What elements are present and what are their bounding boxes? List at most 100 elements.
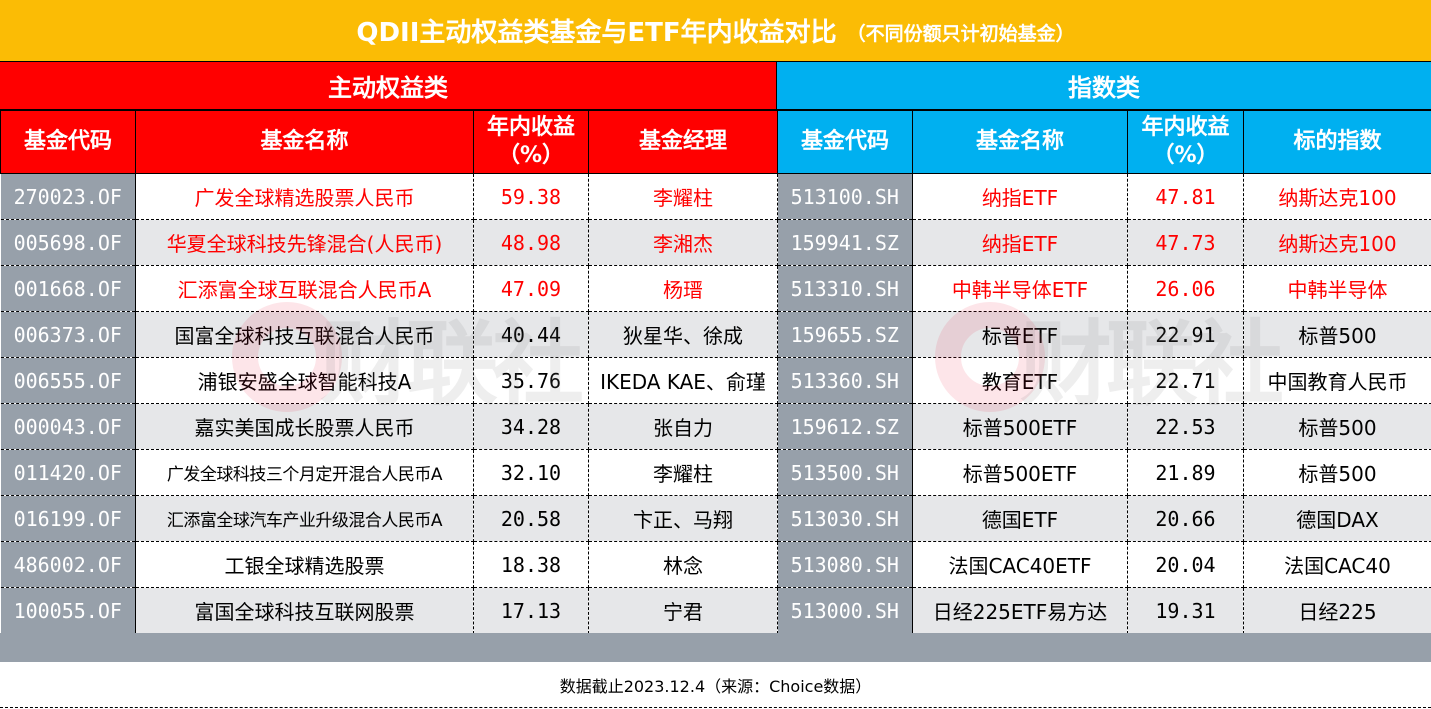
fund-name-cell: 纳指ETF — [912, 219, 1128, 266]
column-header-return-line2: （%） — [1152, 143, 1219, 168]
table-row: 159655.SZ 标普ETF 22.91 标普500 — [777, 311, 1431, 358]
fund-code-cell: 513310.SH — [777, 265, 913, 312]
fund-manager-cell: IKEDA KAE、俞瑾 — [588, 357, 778, 404]
fund-manager-cell: 卞正、马翔 — [588, 495, 778, 542]
ytd-return-cell: 26.06 — [1127, 265, 1244, 312]
table-row: 513360.SH 教育ETF 22.71 中国教育人民币 — [777, 357, 1431, 404]
underlying-index-cell: 标普500 — [1243, 449, 1431, 496]
fund-manager-cell: 林念 — [588, 541, 778, 588]
fund-name-cell: 中韩半导体ETF — [912, 265, 1128, 312]
table-row: 513500.SH 标普500ETF 21.89 标普500 — [777, 449, 1431, 496]
table-row: 159612.SZ 标普500ETF 22.53 标普500 — [777, 403, 1431, 450]
table-row: 006373.OF 国富全球科技互联混合人民币 40.44 狄星华、徐成 — [0, 311, 778, 358]
section-header-index-funds: 指数类 — [777, 62, 1431, 110]
table-row: 513100.SH 纳指ETF 47.81 纳斯达克100 — [777, 173, 1431, 220]
active-equity-table: 基金代码 基金名称 年内收益 （%） 基金经理 270023.OF 广发全球精选股… — [0, 110, 778, 634]
section-header-active-equity: 主动权益类 — [0, 62, 777, 110]
ytd-return-cell: 22.71 — [1127, 357, 1244, 404]
fund-name-cell: 汇添富全球汽车产业升级混合人民币A — [135, 495, 474, 542]
fund-code-cell: 513500.SH — [777, 449, 913, 496]
column-header-return: 年内收益 （%） — [1127, 110, 1244, 174]
fund-name-cell: 日经225ETF易方达 — [912, 587, 1128, 634]
ytd-return-cell: 40.44 — [473, 311, 589, 358]
fund-code-cell: 016199.OF — [0, 495, 136, 542]
ytd-return-cell: 35.76 — [473, 357, 589, 404]
fund-code-cell: 001668.OF — [0, 265, 136, 312]
ytd-return-cell: 47.09 — [473, 265, 589, 312]
active-equity-header-row: 基金代码 基金名称 年内收益 （%） 基金经理 — [0, 110, 778, 174]
column-header-return-line2: （%） — [497, 143, 565, 168]
fund-name-cell: 汇添富全球互联混合人民币A — [135, 265, 474, 312]
fund-code-cell: 513360.SH — [777, 357, 913, 404]
column-header-code: 基金代码 — [777, 110, 913, 174]
title-subtitle: （不同份额只计初始基金） — [846, 23, 1075, 45]
fund-code-cell: 005698.OF — [0, 219, 136, 266]
fund-code-cell: 159941.SZ — [777, 219, 913, 266]
fund-name-cell: 广发全球精选股票人民币 — [135, 173, 474, 220]
column-header-name: 基金名称 — [135, 110, 474, 174]
fund-manager-cell: 李耀柱 — [588, 173, 778, 220]
fund-code-cell: 513000.SH — [777, 587, 913, 634]
title-main: QDII主动权益类基金与ETF年内收益对比 — [356, 18, 837, 48]
table-row: 005698.OF 华夏全球科技先锋混合(人民币) 48.98 李湘杰 — [0, 219, 778, 266]
underlying-index-cell: 日经225 — [1243, 587, 1431, 634]
fund-manager-cell: 杨瑨 — [588, 265, 778, 312]
data-source-note: 数据截止2023.12.4（来源：Choice数据） — [0, 662, 1431, 708]
fund-name-cell: 嘉实美国成长股票人民币 — [135, 403, 474, 450]
column-header-return-line1: 年内收益 — [1141, 115, 1230, 140]
fund-code-cell: 270023.OF — [0, 173, 136, 220]
index-funds-table: 基金代码 基金名称 年内收益 （%） 标的指数 513100.SH 纳指ETF 47… — [777, 110, 1431, 634]
fund-name-cell: 广发全球科技三个月定开混合人民币A — [135, 449, 474, 496]
fund-manager-cell: 狄星华、徐成 — [588, 311, 778, 358]
fund-code-cell: 011420.OF — [0, 449, 136, 496]
table-row: 513310.SH 中韩半导体ETF 26.06 中韩半导体 — [777, 265, 1431, 312]
fund-code-cell: 513080.SH — [777, 541, 913, 588]
underlying-index-cell: 标普500 — [1243, 311, 1431, 358]
table-row: 006555.OF 浦银安盛全球智能科技A 35.76 IKEDA KAE、俞瑾 — [0, 357, 778, 404]
ytd-return-cell: 18.38 — [473, 541, 589, 588]
fund-manager-cell: 张自力 — [588, 403, 778, 450]
ytd-return-cell: 19.31 — [1127, 587, 1244, 634]
table-bottom-band — [0, 633, 1431, 662]
table-row: 000043.OF 嘉实美国成长股票人民币 34.28 张自力 — [0, 403, 778, 450]
fund-name-cell: 教育ETF — [912, 357, 1128, 404]
underlying-index-cell: 德国DAX — [1243, 495, 1431, 542]
ytd-return-cell: 48.98 — [473, 219, 589, 266]
column-header-name: 基金名称 — [912, 110, 1128, 174]
table-row: 100055.OF 富国全球科技互联网股票 17.13 宁君 — [0, 587, 778, 634]
underlying-index-cell: 中韩半导体 — [1243, 265, 1431, 312]
index-funds-header-row: 基金代码 基金名称 年内收益 （%） 标的指数 — [777, 110, 1431, 174]
ytd-return-cell: 59.38 — [473, 173, 589, 220]
table-row: 001668.OF 汇添富全球互联混合人民币A 47.09 杨瑨 — [0, 265, 778, 312]
ytd-return-cell: 32.10 — [473, 449, 589, 496]
fund-code-cell: 513030.SH — [777, 495, 913, 542]
fund-name-cell: 纳指ETF — [912, 173, 1128, 220]
table-row: 011420.OF 广发全球科技三个月定开混合人民币A 32.10 李耀柱 — [0, 449, 778, 496]
fund-code-cell: 006555.OF — [0, 357, 136, 404]
underlying-index-cell: 纳斯达克100 — [1243, 219, 1431, 266]
underlying-index-cell: 法国CAC40 — [1243, 541, 1431, 588]
fund-manager-cell: 李湘杰 — [588, 219, 778, 266]
table-title: QDII主动权益类基金与ETF年内收益对比 （不同份额只计初始基金） — [0, 0, 1431, 62]
column-header-return: 年内收益 （%） — [473, 110, 589, 174]
ytd-return-cell: 34.28 — [473, 403, 589, 450]
fund-name-cell: 法国CAC40ETF — [912, 541, 1128, 588]
underlying-index-cell: 纳斯达克100 — [1243, 173, 1431, 220]
table-row: 486002.OF 工银全球精选股票 18.38 林念 — [0, 541, 778, 588]
fund-code-cell: 159655.SZ — [777, 311, 913, 358]
table-row: 016199.OF 汇添富全球汽车产业升级混合人民币A 20.58 卞正、马翔 — [0, 495, 778, 542]
column-header-code: 基金代码 — [0, 110, 136, 174]
fund-manager-cell: 宁君 — [588, 587, 778, 634]
fund-name-cell: 华夏全球科技先锋混合(人民币) — [135, 219, 474, 266]
table-row: 513030.SH 德国ETF 20.66 德国DAX — [777, 495, 1431, 542]
table-row: 513000.SH 日经225ETF易方达 19.31 日经225 — [777, 587, 1431, 634]
table-row: 159941.SZ 纳指ETF 47.73 纳斯达克100 — [777, 219, 1431, 266]
fund-code-cell: 513100.SH — [777, 173, 913, 220]
fund-code-cell: 159612.SZ — [777, 403, 913, 450]
ytd-return-cell: 22.91 — [1127, 311, 1244, 358]
ytd-return-cell: 47.73 — [1127, 219, 1244, 266]
ytd-return-cell: 22.53 — [1127, 403, 1244, 450]
column-header-return-line1: 年内收益 — [486, 115, 575, 140]
fund-name-cell: 标普ETF — [912, 311, 1128, 358]
fund-code-cell: 486002.OF — [0, 541, 136, 588]
